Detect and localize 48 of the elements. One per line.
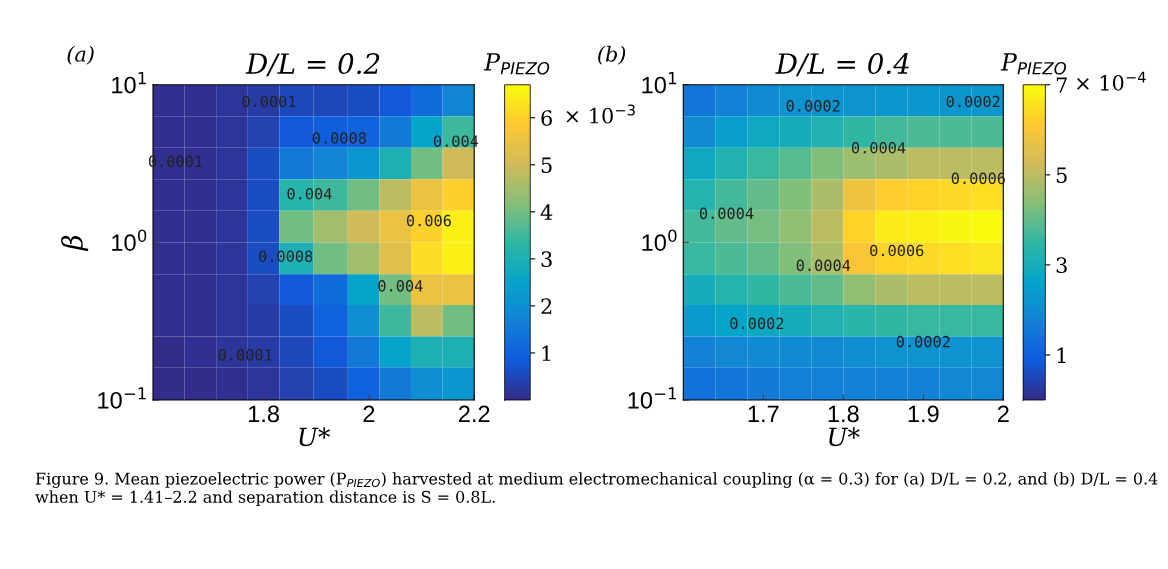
color-bar-label: 7 bbox=[1056, 77, 1067, 93]
x-tick-label: 2 bbox=[363, 405, 375, 422]
annotation: 0.0002 bbox=[786, 100, 840, 112]
annotation: 0.0004 bbox=[796, 259, 851, 272]
annotation: 0.006 bbox=[406, 214, 451, 227]
annotation: 0.0004 bbox=[699, 207, 754, 220]
y-tick-label: 10$^{1}$ bbox=[112, 72, 146, 94]
x-tick-label: 1.9 bbox=[908, 405, 939, 423]
color-bar-label: 5 bbox=[1056, 167, 1067, 184]
annotation: 0.0002 bbox=[896, 335, 950, 348]
annotation: 0.0001 bbox=[242, 95, 296, 108]
y-tick-label: 10$^{−1}$ bbox=[98, 387, 146, 409]
color-bar-label: 4 bbox=[540, 204, 553, 220]
y-axis-title: β bbox=[61, 235, 89, 252]
annotation: 0.0008 bbox=[312, 132, 366, 144]
color-bar-title: P$_{PIEZO}$ bbox=[483, 53, 550, 75]
y-tick-label: 10$^{0}$ bbox=[112, 229, 147, 251]
x-tick-label: 2 bbox=[997, 405, 1009, 422]
annotation: 0.0004 bbox=[851, 142, 906, 154]
y-tick-label: 10$^{−1}$ bbox=[628, 387, 677, 409]
x-tick-label: 2.2 bbox=[458, 405, 490, 422]
annotation: 0.0001 bbox=[218, 349, 272, 361]
y-tick-label: 10$^{1}$ bbox=[642, 72, 677, 94]
x-tick-label: 1.8 bbox=[248, 405, 279, 423]
color-bar-label: 3 bbox=[541, 251, 552, 268]
color-bar-label: 2 bbox=[541, 298, 552, 314]
color-bar-label: 3 bbox=[1056, 257, 1067, 274]
annotation: 0.0002 bbox=[946, 95, 1000, 108]
annotation: 0.0006 bbox=[870, 244, 924, 257]
color-bar-label: 1 bbox=[542, 345, 551, 361]
caption: Figure 9. Mean piezoelectric power (P$_{PIEZO}$) harvested at medium electromechanical coupling (α = 0.3) for (a) D/L = 0.2, and (b) D/L = 0.4 when U* = 1.41–2.2 and separation distance is S = 0.8L. bbox=[35, 472, 1158, 506]
text: × 10$^{−4}$ bbox=[1077, 71, 1146, 91]
text: (b) bbox=[598, 45, 626, 65]
x-axis-title: U* bbox=[299, 427, 330, 447]
color-bar-label: 6 bbox=[541, 110, 552, 126]
color-bar-title: P$_{PIEZO}$ bbox=[1000, 53, 1067, 75]
annotation: 0.004 bbox=[287, 188, 332, 200]
chart-title: D/L = 0.2 bbox=[245, 53, 380, 77]
chart-title: D/L = 0.4 bbox=[775, 53, 909, 77]
text: × 10$^{−3}$ bbox=[566, 104, 635, 124]
x-tick-label: 1.7 bbox=[748, 405, 779, 422]
y-tick-label: 10$^{0}$ bbox=[642, 229, 677, 251]
x-tick-label: 1.8 bbox=[828, 405, 859, 423]
color-bar-label: 1 bbox=[1057, 347, 1066, 363]
color-bar-label: 5 bbox=[541, 157, 552, 173]
text: (a) bbox=[67, 45, 94, 65]
x-axis-title: U* bbox=[829, 427, 860, 447]
annotation: 0.0002 bbox=[730, 317, 784, 330]
